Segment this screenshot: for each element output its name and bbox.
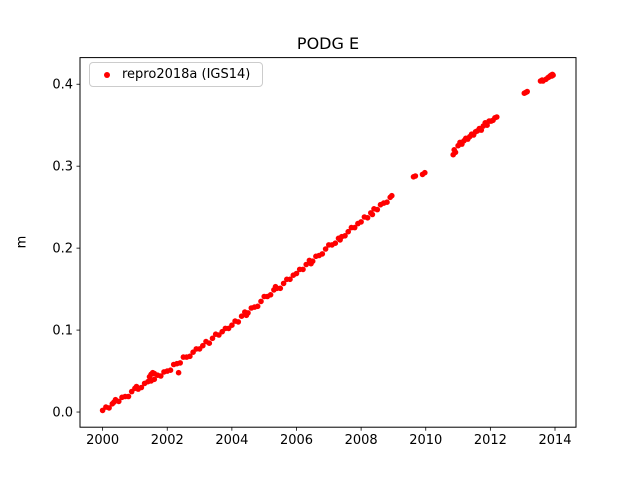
- data-point: [369, 211, 376, 218]
- x-tick-label: 2008: [345, 433, 378, 448]
- y-tick-label: 0.4: [52, 78, 73, 93]
- data-point: [322, 246, 329, 252]
- y-tick-label: 0.1: [52, 324, 73, 339]
- data-point: [106, 405, 112, 411]
- data-point: [524, 88, 530, 95]
- data-point: [293, 270, 300, 277]
- y-tick-label: 0.0: [52, 406, 73, 421]
- x-tick-label: 2004: [215, 433, 248, 448]
- data-point: [175, 369, 182, 376]
- y-tick-label: 0.2: [52, 242, 73, 257]
- data-point: [235, 319, 242, 325]
- data-point: [229, 322, 235, 329]
- data-point: [280, 280, 287, 287]
- data-point: [138, 384, 145, 391]
- legend-label: repro2018a (IGS14): [122, 67, 251, 82]
- data-point: [374, 206, 381, 213]
- data-point: [364, 215, 371, 221]
- y-tick-label: 0.3: [52, 160, 73, 175]
- data-point: [345, 228, 352, 235]
- data-point: [245, 310, 251, 316]
- data-point: [452, 149, 459, 156]
- data-point: [422, 169, 428, 176]
- data-point: [351, 224, 358, 231]
- legend: repro2018a (IGS14): [89, 62, 264, 87]
- data-point: [267, 292, 274, 298]
- x-tick-label: 2014: [538, 433, 571, 448]
- x-tick-label: 2012: [474, 433, 507, 448]
- axes-spines: [79, 57, 577, 428]
- data-point: [358, 219, 364, 225]
- data-point: [167, 367, 174, 374]
- data-point: [187, 353, 193, 360]
- data-point: [319, 251, 326, 257]
- data-point: [116, 398, 122, 405]
- data-point: [258, 298, 264, 305]
- data-point: [125, 393, 132, 400]
- data-point: [550, 72, 556, 78]
- data-point: [342, 233, 348, 239]
- x-tick-label: 2002: [151, 433, 184, 448]
- data-point: [238, 313, 245, 320]
- data-point: [309, 258, 316, 265]
- data-point: [254, 303, 261, 310]
- data-point: [332, 240, 339, 246]
- data-point: [384, 199, 390, 205]
- data-point: [200, 342, 206, 349]
- data-point: [389, 192, 395, 199]
- data-point: [303, 261, 310, 268]
- x-tick-label: 2000: [86, 433, 119, 448]
- x-tick-label: 2010: [409, 433, 442, 448]
- x-tick-label: 2006: [280, 433, 313, 448]
- chart-title: PODG E: [296, 34, 360, 53]
- data-point: [277, 285, 284, 292]
- legend-marker-icon: [104, 71, 110, 78]
- data-point: [158, 373, 164, 379]
- data-point: [287, 276, 293, 283]
- data-point: [412, 173, 419, 179]
- data-point: [209, 335, 216, 342]
- data-point: [151, 376, 158, 383]
- data-point: [177, 360, 183, 366]
- data-point: [494, 114, 500, 120]
- data-point: [206, 340, 213, 347]
- data-point: [300, 266, 306, 273]
